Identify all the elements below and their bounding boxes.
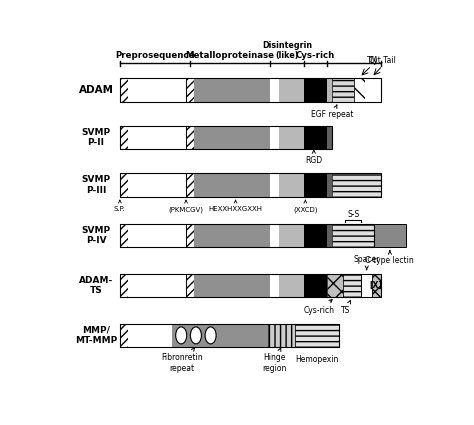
Bar xyxy=(271,126,279,149)
Bar xyxy=(279,78,303,102)
Bar xyxy=(120,78,128,102)
Bar xyxy=(303,224,328,247)
Bar xyxy=(186,173,194,197)
Bar xyxy=(267,323,295,347)
Bar xyxy=(303,126,328,149)
Bar xyxy=(120,173,128,197)
Bar xyxy=(271,274,279,297)
Text: (XXCD): (XXCD) xyxy=(293,200,318,213)
Text: HEXXHXXGXXH: HEXXHXXGXXH xyxy=(209,200,263,212)
Bar xyxy=(120,126,128,149)
Bar xyxy=(186,224,194,247)
Text: SVMP
P-II: SVMP P-II xyxy=(82,128,110,147)
Bar xyxy=(194,173,271,197)
Bar xyxy=(186,126,194,149)
Bar xyxy=(279,274,303,297)
Text: Cys-rich: Cys-rich xyxy=(296,51,335,60)
Bar xyxy=(194,224,271,247)
Bar xyxy=(295,323,339,347)
Text: Spacer: Spacer xyxy=(354,255,380,270)
Text: Disintegrin
(like): Disintegrin (like) xyxy=(262,41,312,60)
Bar xyxy=(328,274,343,297)
Text: Preprosequence: Preprosequence xyxy=(115,51,194,60)
Bar xyxy=(361,274,372,297)
Text: Cyt.Tail: Cyt.Tail xyxy=(369,56,396,65)
Bar xyxy=(303,173,328,197)
Text: (PKMCGV): (PKMCGV) xyxy=(168,200,203,213)
Text: S-S: S-S xyxy=(347,210,359,218)
Bar xyxy=(172,323,220,347)
Bar xyxy=(328,173,332,197)
Text: Fibronretin
repeat: Fibronretin repeat xyxy=(162,348,203,373)
Bar xyxy=(328,126,332,149)
Bar xyxy=(279,224,303,247)
Bar xyxy=(328,224,332,247)
Bar xyxy=(128,274,186,297)
Bar xyxy=(194,78,271,102)
Bar xyxy=(120,224,128,247)
Text: ADAM: ADAM xyxy=(79,85,113,95)
Bar xyxy=(120,78,381,102)
Text: RGD: RGD xyxy=(305,150,322,165)
Bar xyxy=(365,78,381,102)
Ellipse shape xyxy=(205,327,216,344)
Text: TM: TM xyxy=(367,56,378,65)
Ellipse shape xyxy=(176,327,187,344)
Text: MMP/
MT-MMP: MMP/ MT-MMP xyxy=(75,326,117,345)
Bar xyxy=(303,274,328,297)
Bar xyxy=(343,274,361,297)
Text: TS: TS xyxy=(341,300,350,315)
Bar xyxy=(120,126,332,149)
Bar xyxy=(128,224,186,247)
Bar xyxy=(194,274,271,297)
Bar xyxy=(120,323,128,347)
Bar xyxy=(220,323,267,347)
Text: C-type lectin: C-type lectin xyxy=(365,250,414,265)
Text: Hemopexin: Hemopexin xyxy=(295,355,339,364)
Bar xyxy=(186,78,194,102)
Text: SVMP
P-IV: SVMP P-IV xyxy=(82,226,110,245)
Bar xyxy=(374,224,406,247)
Bar xyxy=(271,78,279,102)
Bar xyxy=(332,173,381,197)
Bar xyxy=(332,78,354,102)
Bar xyxy=(354,78,365,102)
Bar xyxy=(271,173,279,197)
Text: Cys-rich: Cys-rich xyxy=(304,300,335,315)
Text: EGF repeat: EGF repeat xyxy=(311,105,354,119)
Ellipse shape xyxy=(191,327,201,344)
Bar xyxy=(332,224,374,247)
Bar xyxy=(120,224,374,247)
Bar xyxy=(328,78,332,102)
Bar xyxy=(303,78,328,102)
Bar xyxy=(128,126,186,149)
Bar xyxy=(372,274,381,297)
Text: ADAM-
TS: ADAM- TS xyxy=(79,275,113,295)
Bar xyxy=(194,126,271,149)
Bar xyxy=(186,274,194,297)
Text: S.P.: S.P. xyxy=(114,200,126,212)
Text: SVMP
P-III: SVMP P-III xyxy=(82,175,110,195)
Bar xyxy=(120,274,128,297)
Bar xyxy=(128,173,186,197)
Text: Hinge
region: Hinge region xyxy=(262,348,286,373)
Bar xyxy=(120,323,339,347)
Bar xyxy=(120,173,381,197)
Text: [X]: [X] xyxy=(370,281,383,290)
Bar xyxy=(271,224,279,247)
Bar xyxy=(128,78,186,102)
Bar xyxy=(128,323,172,347)
Bar xyxy=(279,173,303,197)
Text: Metalloproteinase: Metalloproteinase xyxy=(185,51,274,60)
Bar xyxy=(279,126,303,149)
Bar xyxy=(120,274,381,297)
